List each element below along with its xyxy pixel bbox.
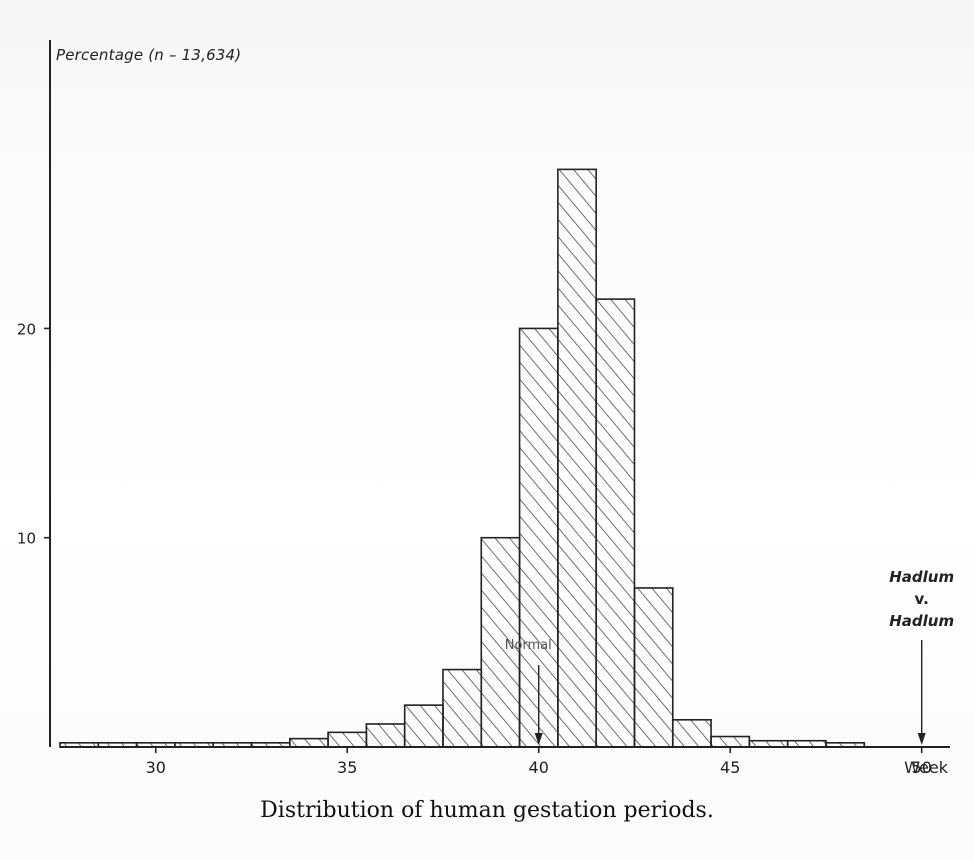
y-tick-label-20: 20	[17, 320, 36, 338]
x-tick-label-45: 45	[720, 758, 740, 777]
bar-week-36	[365, 723, 406, 748]
x-tick-label-30: 30	[146, 758, 166, 777]
hadlum-line-1: Hadlum	[889, 568, 955, 586]
bar-week-42	[595, 298, 636, 748]
bar-week-41	[557, 168, 597, 748]
figure-caption: Distribution of human gestation periods.	[260, 798, 714, 823]
bar-week-44	[671, 718, 712, 748]
annotation-arrows	[534, 640, 926, 745]
x-axis-unit-label: Week	[904, 758, 949, 777]
y-axis-title: Percentage (n – 13,634)	[56, 46, 242, 64]
normal-arrow-head	[534, 733, 543, 745]
hadlum-annotation: Hadlum v. Hadlum	[872, 566, 972, 632]
bars-group	[59, 168, 866, 748]
bar-week-35	[327, 731, 368, 748]
bar-week-37	[403, 704, 444, 748]
hadlum-line-2: v.	[914, 590, 929, 608]
axes-group	[49, 40, 950, 748]
x-tick-label-50: 50	[912, 758, 932, 777]
bar-week-43	[633, 587, 674, 748]
bar-week-38	[442, 668, 483, 748]
hadlum-line-3: Hadlum	[889, 612, 955, 630]
bar-week-34	[288, 737, 329, 748]
x-tick-label-40: 40	[529, 758, 549, 777]
hadlum-arrow-head	[917, 733, 926, 745]
y-tick-label-10: 10	[17, 530, 36, 548]
x-tick-label-35: 35	[337, 758, 357, 777]
normal-annotation: Normal	[504, 638, 552, 653]
bar-week-45	[710, 735, 751, 748]
